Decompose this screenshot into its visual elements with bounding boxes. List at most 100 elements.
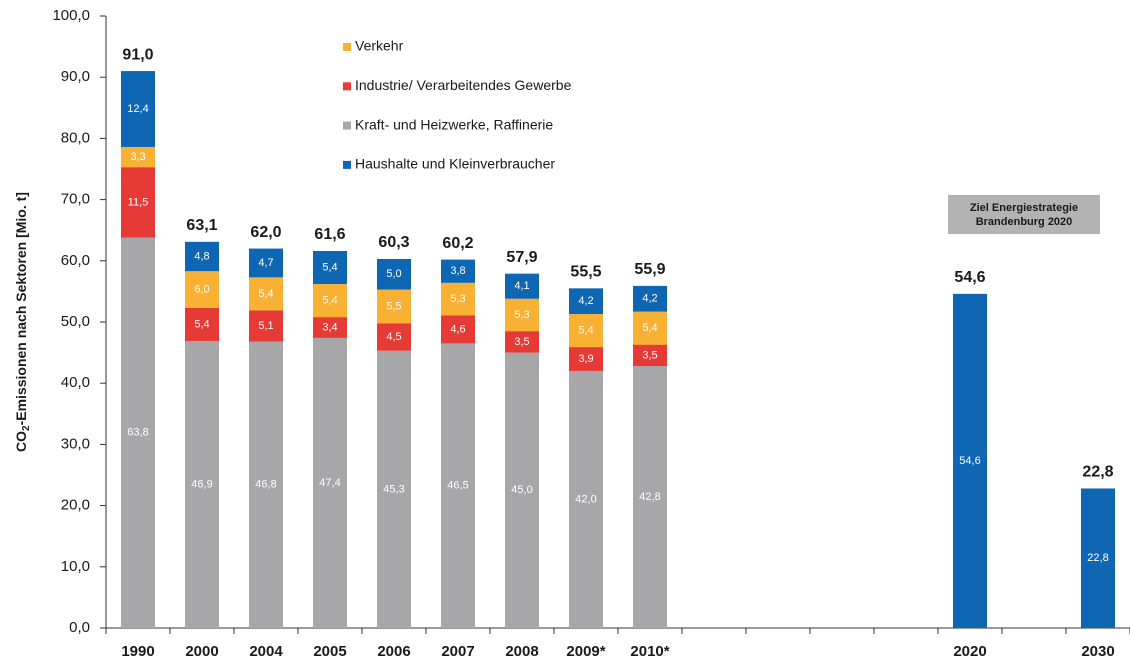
y-label-subscript: 2 <box>21 425 32 431</box>
value-label: 5,1 <box>258 320 273 332</box>
total-label: 60,2 <box>442 235 473 252</box>
bar-segment <box>377 323 411 351</box>
total-label: 63,1 <box>186 217 217 234</box>
value-label: 46,5 <box>447 480 468 492</box>
total-label: 54,6 <box>954 269 985 286</box>
total-label: 55,5 <box>570 264 601 281</box>
bar-segment <box>633 285 667 312</box>
value-label: 6,0 <box>194 283 209 295</box>
bar-segment <box>569 288 603 315</box>
value-label: 3,4 <box>322 321 337 333</box>
value-label: 12,4 <box>127 103 148 115</box>
value-label: 4,7 <box>258 257 273 269</box>
x-tick-label: 2008 <box>505 643 538 660</box>
bar-segment <box>313 284 347 318</box>
value-label: 5,5 <box>386 300 401 312</box>
value-label: 3,8 <box>450 265 465 277</box>
bar-segment <box>121 237 155 628</box>
y-tick-label: 70,0 <box>61 191 90 208</box>
x-tick-label: 2000 <box>185 643 218 660</box>
value-label: 4,6 <box>450 323 465 335</box>
bar-segment <box>121 167 155 238</box>
value-label: 4,2 <box>578 295 593 307</box>
legend-swatch <box>343 82 351 91</box>
bar-segment <box>377 289 411 324</box>
legend-label: Verkehr <box>355 38 404 54</box>
x-tick-label: 2030 <box>1081 643 1114 660</box>
total-label: 22,8 <box>1082 464 1113 481</box>
y-axis-label: CO2-Emissionen nach Sektoren [Mio. t] <box>13 192 32 452</box>
bar-segment <box>569 370 603 628</box>
y-tick-label: 10,0 <box>61 558 90 575</box>
y-tick-label: 60,0 <box>61 252 90 269</box>
bar-segment <box>633 366 667 628</box>
value-label: 46,9 <box>191 478 212 490</box>
bar-segment <box>185 340 219 628</box>
total-label: 62,0 <box>250 224 281 241</box>
value-label: 46,8 <box>255 479 276 491</box>
y-label-part: -Emissionen nach Sektoren [Mio. t] <box>13 192 29 425</box>
value-label: 5,0 <box>386 268 401 280</box>
annotation-box <box>948 195 1100 234</box>
bar-segment <box>121 146 155 168</box>
bar-segment <box>569 314 603 348</box>
bar-segment <box>505 273 539 299</box>
bar-segment <box>505 331 539 353</box>
bar-segment <box>633 311 667 345</box>
value-label: 5,4 <box>322 294 337 306</box>
value-label: 4,8 <box>194 250 209 262</box>
legend-swatch <box>343 43 351 51</box>
value-label: 4,5 <box>386 331 401 343</box>
total-label: 55,9 <box>634 261 665 278</box>
bar-segment <box>249 277 283 311</box>
total-label: 57,9 <box>506 249 537 266</box>
value-label: 11,5 <box>128 196 149 208</box>
value-label: 45,0 <box>511 484 532 496</box>
legend-swatch <box>343 121 351 130</box>
bar-segment <box>185 307 219 341</box>
y-tick-label: 0,0 <box>69 619 90 636</box>
bar-segment <box>569 347 603 371</box>
value-label: 3,9 <box>578 353 593 365</box>
x-tick-label: 2009* <box>566 643 605 660</box>
bar-segment <box>377 350 411 628</box>
value-label: 42,8 <box>639 491 660 503</box>
y-tick-label: 80,0 <box>61 129 90 146</box>
value-label: 45,3 <box>383 483 404 495</box>
y-label-part: CO <box>13 431 29 452</box>
y-tick-label: 50,0 <box>61 313 90 330</box>
value-label: 5,4 <box>642 322 657 334</box>
bar-segment <box>1081 488 1115 628</box>
value-label: 54,6 <box>959 455 980 467</box>
bar-segment <box>441 259 475 283</box>
y-tick-label: 40,0 <box>61 374 90 391</box>
bar-segment <box>505 298 539 332</box>
bar-segment <box>441 282 475 316</box>
bar-segment <box>633 344 667 367</box>
bar-segment <box>249 248 283 278</box>
annotation: Brandenburg 2020 <box>976 216 1073 228</box>
x-tick-label: 2006 <box>377 643 410 660</box>
value-label: 63,8 <box>127 427 148 439</box>
bar-segment <box>441 343 475 628</box>
value-label: 42,0 <box>575 493 596 505</box>
x-tick-label: 2005 <box>313 643 346 660</box>
x-tick-label: 2007 <box>441 643 474 660</box>
legend-label: Kraft- und Heizwerke, Raffinerie <box>355 116 553 132</box>
value-label: 3,5 <box>642 349 657 361</box>
total-label: 91,0 <box>122 46 153 63</box>
y-tick-label: 20,0 <box>61 497 90 514</box>
value-label: 4,1 <box>514 280 529 292</box>
value-label: 5,4 <box>194 318 209 330</box>
total-label: 61,6 <box>314 226 345 243</box>
bar-segment <box>313 317 347 338</box>
value-label: 3,5 <box>514 336 529 348</box>
bar-segment <box>313 337 347 628</box>
value-label: 22,8 <box>1087 552 1108 564</box>
x-tick-label: 2020 <box>953 643 986 660</box>
x-tick-label: 2004 <box>249 643 283 660</box>
bar-segment <box>505 352 539 628</box>
annotation: Ziel Energiestrategie <box>970 202 1078 214</box>
value-label: 4,2 <box>642 293 657 305</box>
